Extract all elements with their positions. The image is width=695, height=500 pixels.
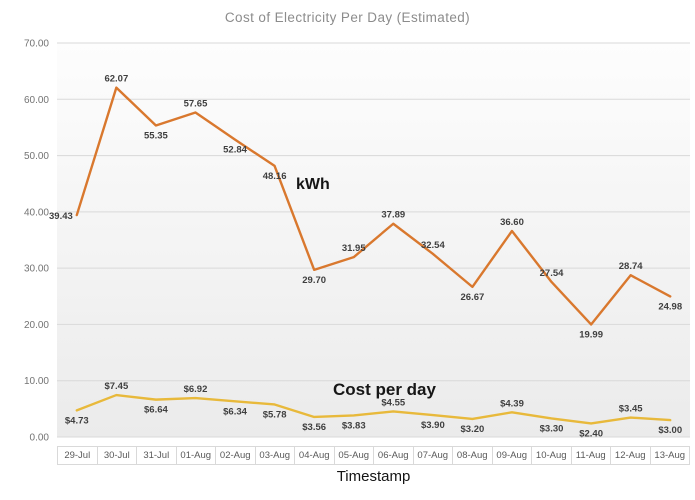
data-label: 48.16: [263, 171, 287, 182]
x-axis-category: 12-Aug: [610, 446, 651, 465]
data-label: $6.34: [223, 406, 247, 417]
kwh-series-label: kWh: [296, 176, 330, 193]
data-label: $3.90: [421, 420, 445, 431]
data-label: $2.40: [579, 428, 603, 439]
x-axis-category-row: 29-Jul 30-Jul 31-Jul 01-Aug 02-Aug 03-Aug 04-A…: [57, 446, 690, 465]
data-label: 26.67: [461, 292, 485, 303]
chart-layer: 0.00 10.00 20.00 30.00 40.00 50.00 60.00 70.00 3…: [24, 39, 690, 444]
y-tick-label: 10.00: [24, 376, 49, 387]
y-tick-label: 70.00: [24, 39, 49, 50]
y-tick-label: 30.00: [24, 264, 49, 275]
y-tick-label: 60.00: [24, 95, 49, 106]
data-label: $4.73: [65, 415, 89, 426]
x-axis-category: 03-Aug: [254, 446, 295, 465]
chart-title: Cost of Electricity Per Day (Estimated): [224, 10, 471, 25]
data-label: 36.60: [500, 217, 524, 228]
x-axis-title: Timestamp: [336, 468, 411, 485]
cost-per-day-series-label: Cost per day: [333, 380, 436, 399]
data-label: $3.30: [540, 423, 564, 434]
y-tick-label: 40.00: [24, 207, 49, 218]
data-label: $6.64: [144, 405, 168, 416]
data-label: $3.45: [619, 404, 643, 415]
data-label: $7.45: [104, 381, 128, 392]
x-axis-category: 11-Aug: [570, 446, 611, 465]
data-label: 31.95: [342, 243, 366, 254]
data-label: $3.20: [461, 424, 485, 435]
data-label: $6.92: [184, 384, 208, 395]
data-label: 37.89: [381, 210, 405, 221]
cost-per-day-line: [75, 393, 672, 425]
data-label: $5.78: [263, 409, 287, 420]
data-label: 19.99: [579, 329, 603, 340]
y-tick-label: 50.00: [24, 151, 49, 162]
data-label: 62.07: [104, 74, 128, 85]
data-label: $4.39: [500, 398, 524, 409]
data-label: 32.54: [421, 240, 445, 251]
x-axis-category: 08-Aug: [452, 446, 493, 465]
y-tick-label: 20.00: [24, 320, 49, 331]
data-label: 24.98: [658, 301, 682, 312]
data-label: 28.74: [619, 261, 643, 272]
data-label: 57.65: [184, 99, 208, 110]
data-label: 29.70: [302, 275, 326, 286]
x-axis-category: 04-Aug: [294, 446, 335, 465]
data-label: 27.54: [540, 268, 564, 279]
y-tick-label: 0.00: [30, 433, 50, 444]
x-axis-category: 06-Aug: [373, 446, 414, 465]
x-axis-category: 09-Aug: [491, 446, 532, 465]
kwh-line: [75, 86, 672, 326]
data-label: $4.55: [381, 397, 405, 408]
x-axis-category: 07-Aug: [412, 446, 453, 465]
data-label: 39.43: [49, 211, 73, 222]
x-axis-category: 31-Jul: [136, 446, 177, 465]
data-label: $3.83: [342, 420, 366, 431]
data-label: 52.84: [223, 145, 247, 156]
x-axis-category: 10-Aug: [531, 446, 572, 465]
data-label: 55.35: [144, 130, 168, 141]
x-axis-category: 01-Aug: [175, 446, 216, 465]
data-label: $3.00: [658, 425, 682, 436]
x-axis-category: 13-Aug: [649, 446, 690, 465]
x-axis-category: 05-Aug: [333, 446, 374, 465]
data-label: $3.56: [302, 422, 326, 433]
x-axis-category: 29-Jul: [57, 446, 98, 465]
x-axis-category: 02-Aug: [215, 446, 256, 465]
x-axis-category: 30-Jul: [96, 446, 137, 465]
